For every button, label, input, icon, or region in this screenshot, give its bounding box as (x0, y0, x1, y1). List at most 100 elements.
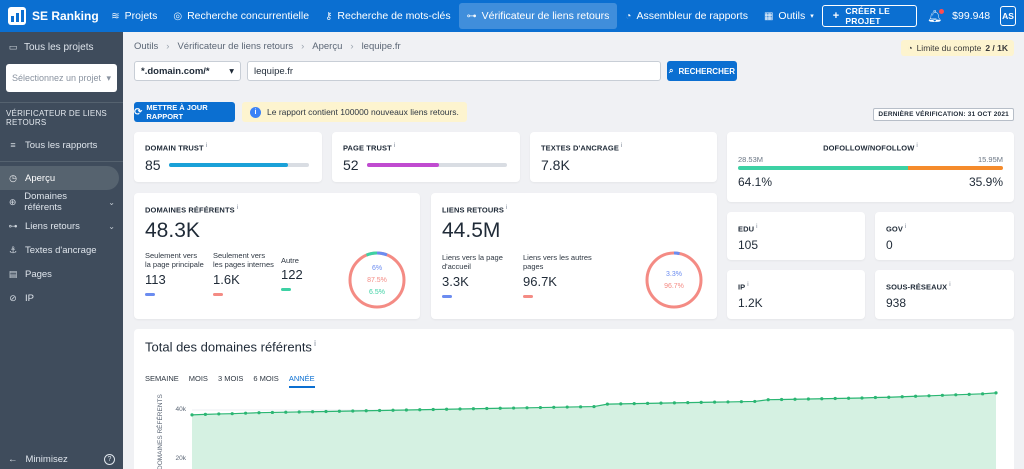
data-point[interactable] (297, 410, 301, 414)
search-button[interactable]: ⌕ RECHERCHER (667, 61, 737, 81)
nav-backlink-checker[interactable]: ⊶ Vérificateur de liens retours (458, 3, 618, 29)
nav-competitor-research[interactable]: ◎ Recherche concurrentielle (165, 3, 317, 29)
info-icon[interactable]: i (949, 281, 951, 288)
data-point[interactable] (337, 409, 341, 413)
data-point[interactable] (927, 394, 931, 398)
data-point[interactable] (981, 392, 985, 396)
data-point[interactable] (739, 400, 744, 404)
info-icon[interactable]: i (747, 281, 749, 288)
data-point[interactable] (753, 399, 757, 404)
data-point[interactable] (860, 396, 864, 400)
all-projects-link[interactable]: ▭ Tous les projets (0, 36, 123, 58)
sidebar-item-referring-domains[interactable]: ⊕ Domaines référents ⌄ (0, 190, 123, 214)
info-icon[interactable]: i (393, 142, 396, 149)
data-point[interactable] (847, 396, 851, 400)
data-point[interactable] (833, 396, 837, 401)
data-point[interactable] (217, 412, 221, 416)
tab-6-months[interactable]: 6 MOIS (253, 374, 279, 383)
breadcrumb-item[interactable]: Vérificateur de liens retours (177, 41, 294, 52)
avatar[interactable]: AS (1000, 6, 1016, 26)
data-point[interactable] (940, 393, 945, 397)
data-point[interactable] (726, 400, 730, 404)
data-point[interactable] (619, 402, 623, 406)
sidebar-item-backlinks[interactable]: ⊶ Liens retours ⌄ (0, 214, 123, 238)
data-point[interactable] (364, 409, 368, 413)
data-point[interactable] (672, 401, 677, 405)
data-point[interactable] (605, 402, 609, 406)
sidebar-item-ip[interactable]: ⊘ IP (0, 286, 123, 310)
data-point[interactable] (914, 394, 918, 398)
data-point[interactable] (244, 411, 248, 415)
data-point[interactable] (270, 410, 274, 415)
help-icon[interactable]: ? (104, 454, 115, 465)
info-icon[interactable]: i (205, 142, 208, 149)
data-point[interactable] (458, 407, 462, 411)
data-point[interactable] (351, 409, 355, 413)
tab-3-months[interactable]: 3 MOIS (217, 374, 244, 383)
data-point[interactable] (485, 406, 489, 411)
breadcrumb-item[interactable]: Aperçu (312, 41, 343, 52)
nav-keyword-research[interactable]: ⚷ Recherche de mots-clés (317, 3, 459, 29)
nav-projects[interactable]: ≋ Projets (103, 3, 165, 29)
data-point[interactable] (873, 395, 878, 400)
minimize-sidebar[interactable]: ← Minimisez ? (0, 454, 123, 465)
data-point[interactable] (445, 407, 449, 411)
data-point[interactable] (632, 402, 636, 406)
data-point[interactable] (820, 397, 824, 401)
data-point[interactable] (190, 413, 194, 417)
info-icon[interactable]: i (236, 204, 239, 211)
data-point[interactable] (471, 407, 475, 411)
nav-tools[interactable]: ▦ Outils ▾ (756, 3, 822, 29)
brand[interactable]: SE Ranking (0, 7, 103, 25)
info-icon[interactable]: i (756, 223, 758, 230)
data-point[interactable] (994, 391, 998, 395)
update-report-button[interactable]: ⟳ METTRE À JOUR RAPPORT (134, 102, 235, 122)
account-limit-badge[interactable]: ◔ Limite du compte 2 / 1K (901, 40, 1014, 56)
sidebar-item-pages[interactable]: ▤ Pages (0, 262, 123, 286)
data-point[interactable] (686, 401, 690, 405)
info-icon[interactable]: i (916, 142, 918, 149)
data-point[interactable] (592, 404, 596, 409)
sidebar-item-all-reports[interactable]: ≡ Tous les rapports (0, 133, 123, 157)
sidebar-item-overview[interactable]: ◷ Aperçu (0, 166, 119, 190)
data-point[interactable] (431, 407, 435, 412)
data-point[interactable] (378, 408, 382, 413)
data-point[interactable] (324, 409, 328, 414)
data-point[interactable] (713, 400, 717, 404)
url-input[interactable]: lequipe.fr (247, 61, 661, 81)
sidebar-item-anchor-texts[interactable]: ⚓︎ Textes d'ancrage (0, 238, 123, 262)
data-point[interactable] (967, 392, 971, 396)
data-point[interactable] (257, 411, 261, 415)
create-project-button[interactable]: + CRÉER LE PROJET (821, 5, 917, 27)
tab-week[interactable]: SEMAINE (145, 374, 179, 383)
balance[interactable]: $99.948 (952, 10, 991, 22)
data-point[interactable] (646, 401, 650, 405)
data-point[interactable] (565, 405, 569, 409)
data-point[interactable] (793, 397, 797, 401)
project-select[interactable]: Sélectionnez un projet ▾ (6, 64, 117, 92)
nav-report-builder[interactable]: ◔ Assembleur de rapports (617, 3, 756, 29)
data-point[interactable] (579, 405, 583, 409)
data-point[interactable] (418, 408, 422, 412)
data-point[interactable] (538, 405, 542, 410)
data-point[interactable] (806, 397, 811, 401)
data-point[interactable] (203, 412, 207, 417)
data-point[interactable] (766, 398, 770, 402)
domain-mode-select[interactable]: *.domain.com/* ▾ (134, 61, 241, 81)
info-icon[interactable]: i (904, 223, 907, 230)
tab-year[interactable]: ANNÉE (288, 374, 315, 388)
data-point[interactable] (659, 401, 663, 405)
bell-icon[interactable]: 🔔︎ (926, 9, 945, 23)
data-point[interactable] (512, 406, 516, 410)
data-point[interactable] (699, 400, 703, 405)
data-point[interactable] (284, 410, 288, 414)
data-point[interactable] (230, 412, 234, 416)
data-point[interactable] (780, 397, 784, 402)
info-icon[interactable]: i (311, 339, 316, 348)
info-icon[interactable]: i (506, 204, 508, 211)
tab-month[interactable]: MOIS (188, 374, 208, 383)
data-point[interactable] (552, 405, 556, 409)
data-point[interactable] (525, 406, 529, 410)
info-icon[interactable]: i (620, 142, 623, 149)
data-point[interactable] (954, 393, 958, 397)
